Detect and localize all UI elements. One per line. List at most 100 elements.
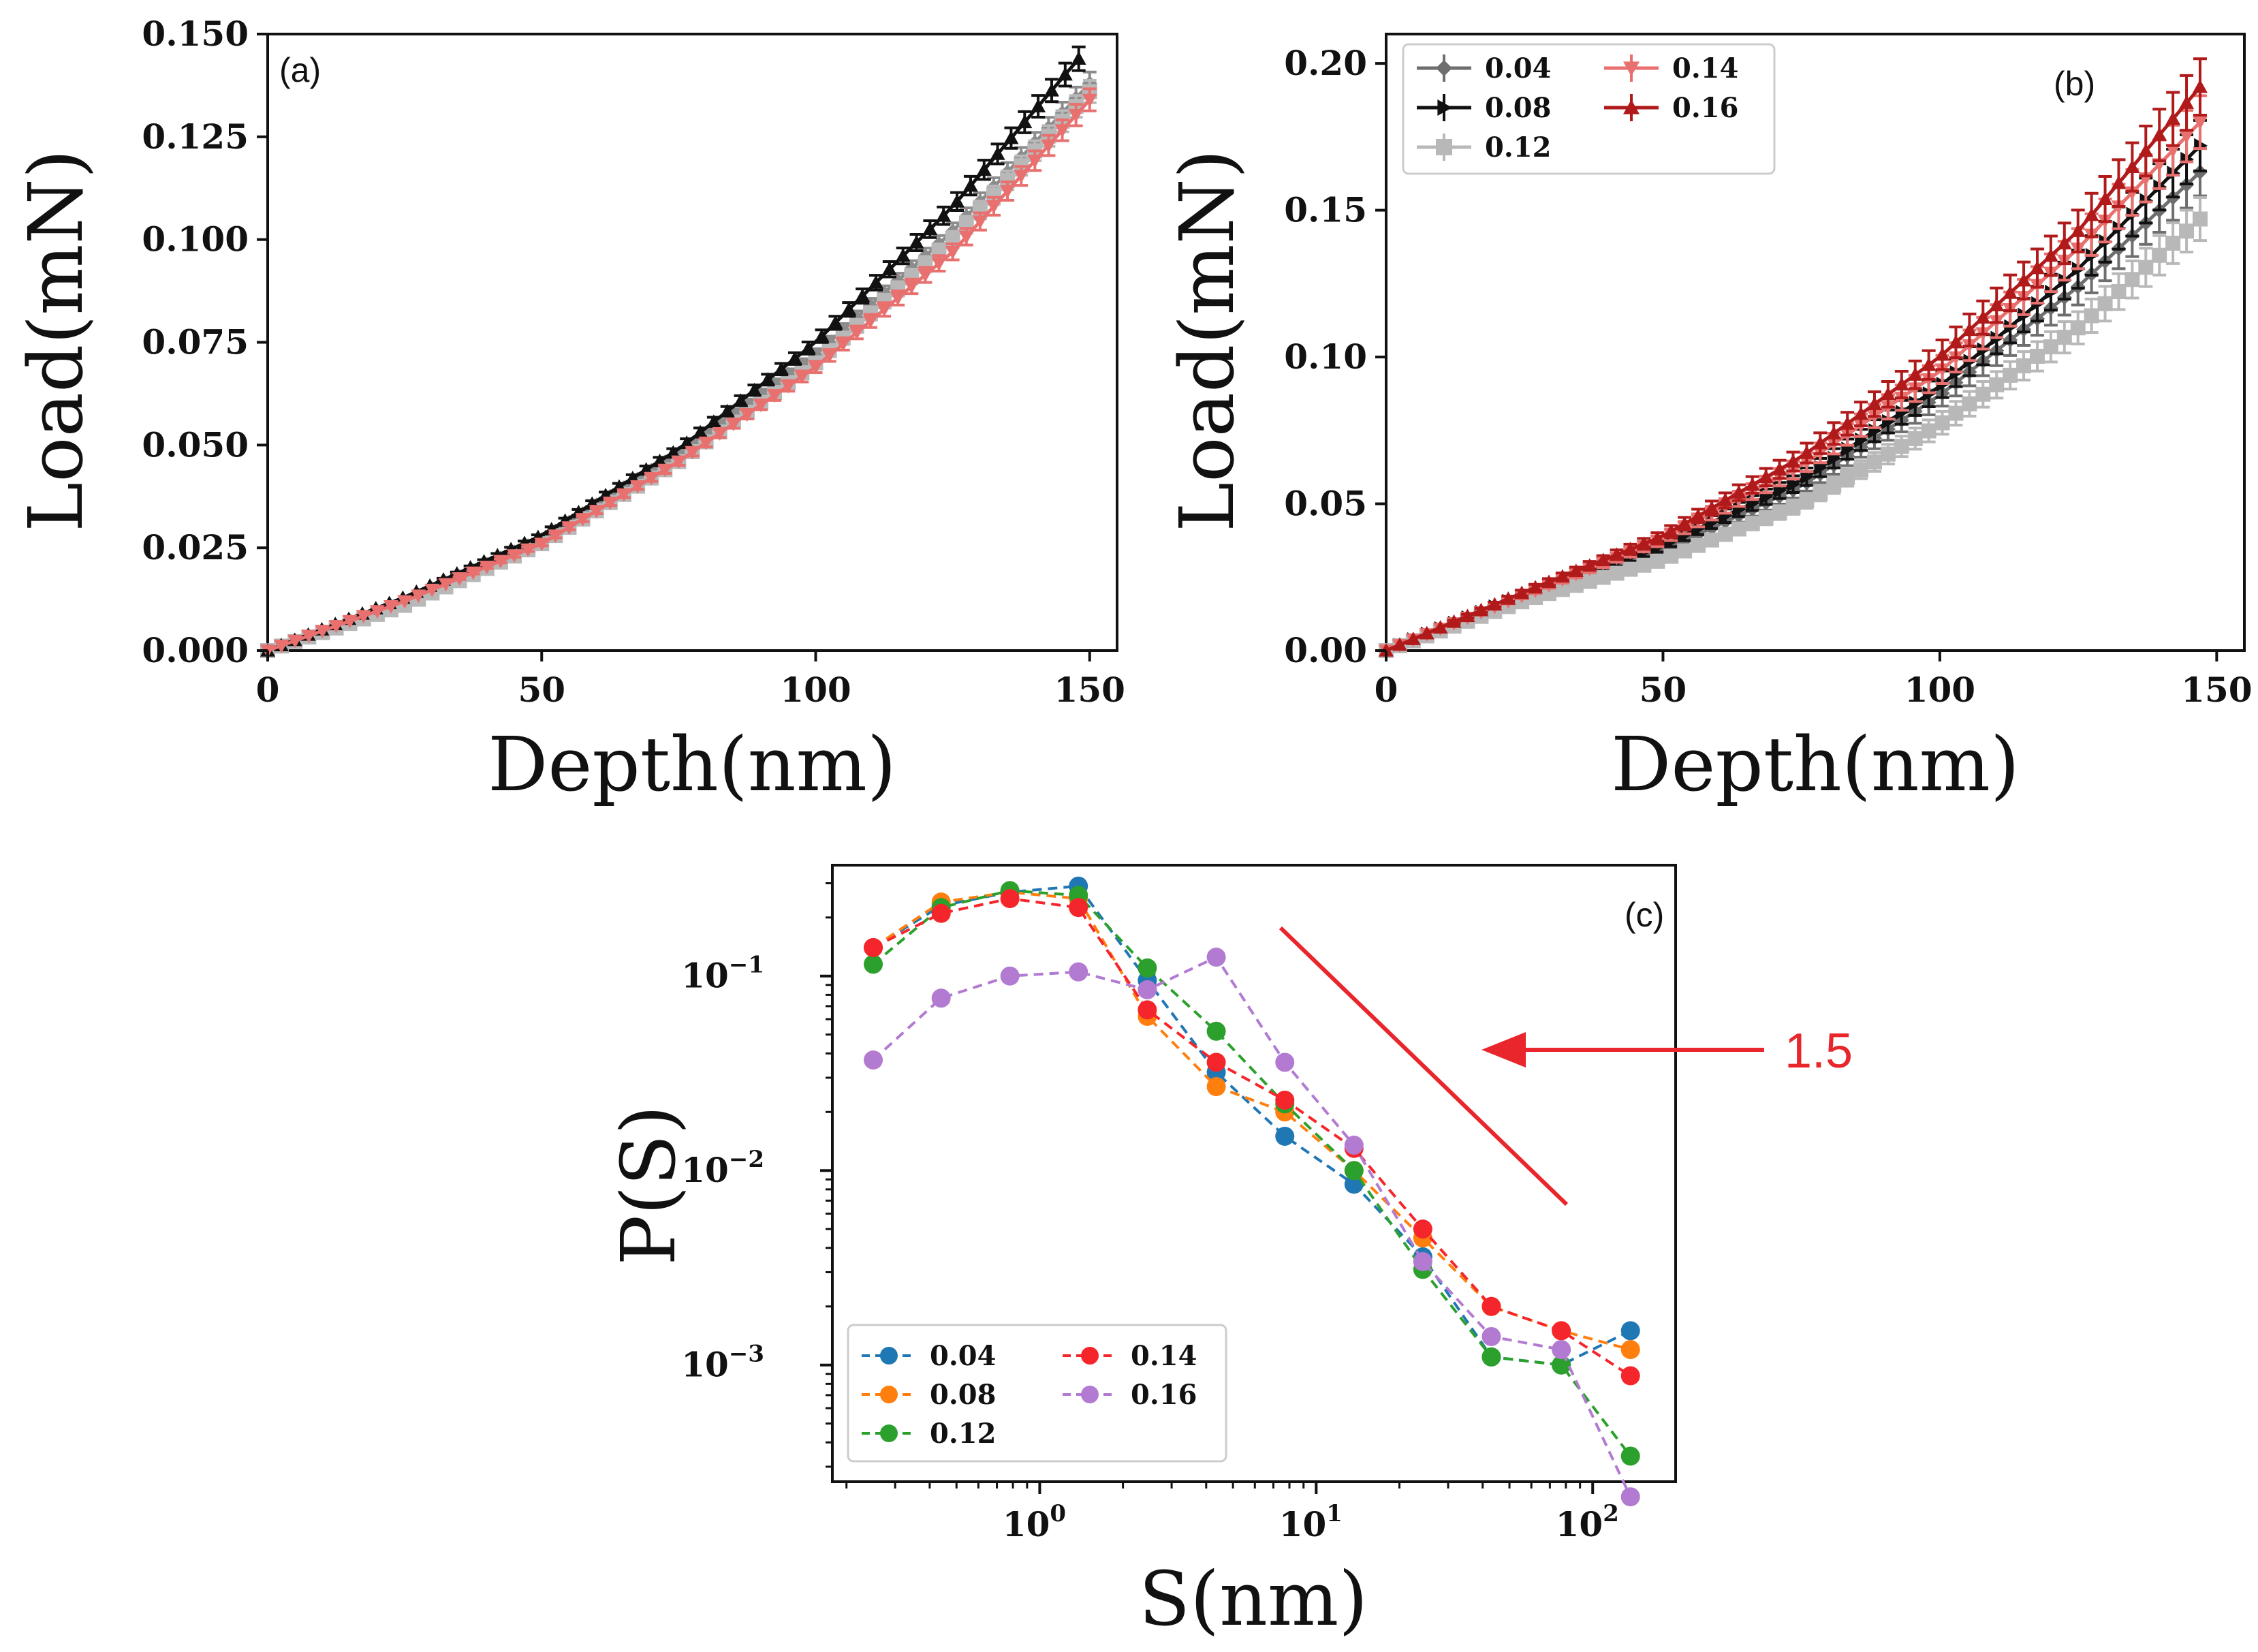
b-data-point <box>1800 469 1815 484</box>
a-data-point <box>1000 172 1016 188</box>
b-data-point <box>1691 508 1706 523</box>
b-data-point <box>1813 435 1828 450</box>
b-data-point <box>2124 159 2140 173</box>
c-data-point <box>1552 1340 1571 1360</box>
a-data-point <box>781 379 796 394</box>
a-data-point <box>733 393 749 407</box>
a-data-point <box>328 620 344 634</box>
c-legend-label: 0.04 <box>930 1340 996 1372</box>
c-y-tick-label: 10−1 <box>681 952 764 996</box>
b-data-point <box>2084 308 2099 324</box>
a-data-point <box>679 435 695 449</box>
panel-a-y-label: Load(mN) <box>12 149 99 532</box>
b-data-point <box>2003 367 2018 383</box>
c-series-1 <box>864 882 1640 1360</box>
c-series-line <box>872 955 1632 1498</box>
b-data-point <box>1650 531 1665 545</box>
a-data-point <box>808 360 824 375</box>
a-data-point <box>644 471 659 486</box>
a-y-tick-label: 0.050 <box>142 424 249 465</box>
b-data-point <box>1866 454 1882 470</box>
b-data-point <box>1595 570 1611 585</box>
b-data-point <box>1432 620 1448 634</box>
c-data-point <box>1275 1126 1295 1146</box>
b-y-tick-label: 0.20 <box>1284 43 1367 83</box>
b-data-point <box>1934 415 1950 431</box>
c-series-line <box>872 889 1632 1457</box>
b-data-point <box>2111 284 2127 300</box>
b-data-point <box>2070 223 2086 237</box>
a-data-point <box>931 257 947 271</box>
b-data-point <box>2138 260 2154 275</box>
b-data-point <box>1541 586 1556 602</box>
c-data-point <box>864 938 883 958</box>
a-data-point <box>835 338 851 352</box>
b-data-point <box>1473 602 1489 617</box>
a-data-point <box>698 436 714 450</box>
a-data-point <box>1054 124 1070 138</box>
c-data-point <box>1000 889 1020 909</box>
c-data-point <box>864 1050 883 1070</box>
b-data-point <box>1405 632 1421 645</box>
c-legend-label: 0.08 <box>930 1379 996 1411</box>
c-series-0 <box>864 876 1640 1375</box>
panel-b-x-label: Depth(nm) <box>1611 721 2020 808</box>
b-data-point <box>1744 516 1760 531</box>
b-data-point <box>2165 236 2181 251</box>
b-data-point <box>2179 95 2195 109</box>
b-data-point <box>2111 175 2127 189</box>
a-data-point <box>274 639 289 653</box>
c-data-point <box>1552 1321 1571 1341</box>
a-data-point <box>369 605 385 619</box>
b-legend-item: 0.12 <box>1417 131 1551 163</box>
b-y-tick-label: 0.05 <box>1284 484 1367 524</box>
c-data-point <box>1481 1296 1501 1316</box>
a-x-tick-label: 50 <box>518 670 565 710</box>
a-data-point <box>301 629 317 644</box>
a-data-point <box>706 414 721 428</box>
c-data-point <box>1620 1321 1640 1341</box>
c-y-tick-exponent: −1 <box>729 952 764 979</box>
a-data-point <box>1082 93 1097 108</box>
panel-c-annotation-arrow <box>1481 1032 1764 1067</box>
c-legend-label: 0.16 <box>1131 1379 1197 1411</box>
a-data-point <box>760 372 776 386</box>
b-data-point <box>1866 396 1882 411</box>
b-series-line <box>1385 121 2201 653</box>
panel-c-series <box>864 876 1640 1507</box>
b-data-point <box>2165 111 2181 125</box>
b-data-point <box>1934 347 1950 361</box>
panel-a: 0 50 100 150 0.000 0.025 0.050 0.075 0.100 0.125 0… <box>12 14 1125 808</box>
b-data-point <box>1460 608 1475 623</box>
a-data-point <box>821 349 837 363</box>
c-data-point <box>1138 1000 1157 1020</box>
a-series-line <box>267 57 1080 653</box>
a-x-tick-label: 150 <box>1054 670 1125 710</box>
a-data-point <box>561 521 577 535</box>
c-data-point <box>1413 1219 1432 1239</box>
b-data-point <box>1975 386 1991 402</box>
b-data-point <box>1826 478 1842 493</box>
c-x-tick-exponent: 2 <box>1603 1500 1619 1527</box>
b-legend-label: 0.04 <box>1485 52 1551 84</box>
b-data-point <box>1758 510 1774 526</box>
a-x-tick-label: 100 <box>780 670 851 710</box>
panel-b-legend: 0.04 0.08 0.12 0.14 0.16 <box>1402 43 1776 175</box>
b-data-point <box>1758 469 1774 484</box>
b-x-tick-label: 50 <box>1640 670 1687 710</box>
a-data-point <box>520 543 536 557</box>
b-data-point <box>1880 386 1896 401</box>
b-data-point <box>1636 536 1652 550</box>
b-data-point <box>1896 405 1909 420</box>
c-data-point <box>1481 1326 1501 1346</box>
b-data-point <box>2124 186 2140 200</box>
a-data-point <box>452 572 467 586</box>
b-data-point <box>1663 524 1679 537</box>
c-data-point <box>1069 898 1088 918</box>
c-x-tick-exponent: 1 <box>1326 1500 1343 1527</box>
c-legend-marker <box>880 1386 898 1403</box>
a-data-point <box>719 403 735 418</box>
b-data-point <box>1894 439 1909 454</box>
a-data-point <box>990 146 1005 160</box>
